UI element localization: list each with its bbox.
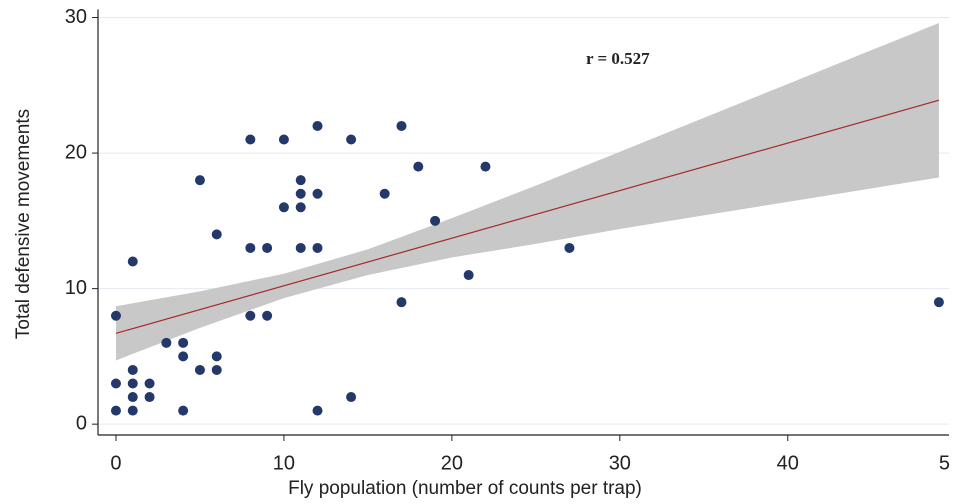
data-point <box>144 392 155 403</box>
confidence-band <box>115 22 939 361</box>
annotation: r = 0.527 <box>586 49 650 68</box>
fit-line <box>115 99 940 334</box>
data-point <box>245 242 256 253</box>
data-point <box>178 405 189 416</box>
data-point <box>161 337 172 348</box>
data-point <box>127 378 138 389</box>
data-point <box>245 310 256 321</box>
data-point <box>245 134 256 145</box>
data-point <box>480 161 491 172</box>
x-tick-label: 20 <box>441 452 463 474</box>
data-point <box>127 392 138 403</box>
y-tick-label: 20 <box>65 141 87 163</box>
y-axis-title: Total defensive movements <box>13 109 34 339</box>
data-point <box>278 202 289 213</box>
data-point <box>211 229 222 240</box>
data-point <box>110 405 121 416</box>
data-point <box>396 120 407 131</box>
data-point <box>127 256 138 267</box>
x-axis-title: Fly population (number of counts per tra… <box>288 478 642 499</box>
data-point <box>413 161 424 172</box>
x-tick-label: 40 <box>777 452 799 474</box>
data-point <box>178 337 189 348</box>
data-point <box>463 270 474 281</box>
data-point <box>312 242 323 253</box>
x-tick-label: 30 <box>609 452 631 474</box>
data-point <box>110 310 121 321</box>
data-point <box>295 188 306 199</box>
data-point <box>379 188 390 199</box>
y-tick-label: 30 <box>65 6 87 28</box>
x-tick-label: 10 <box>273 452 295 474</box>
data-point <box>278 134 289 145</box>
data-point <box>211 364 222 375</box>
data-point <box>194 175 205 186</box>
data-point <box>346 134 357 145</box>
data-point <box>933 297 944 308</box>
data-point <box>127 364 138 375</box>
data-point <box>144 378 155 389</box>
data-point <box>178 351 189 362</box>
x-tick-label: 5 <box>939 452 950 474</box>
data-point <box>262 242 273 253</box>
data-point <box>430 215 441 226</box>
data-point <box>396 297 407 308</box>
data-point <box>564 242 575 253</box>
data-point <box>194 364 205 375</box>
data-point <box>312 120 323 131</box>
data-point <box>127 405 138 416</box>
x-tick-label: 0 <box>110 452 121 474</box>
data-point <box>312 405 323 416</box>
data-point <box>312 188 323 199</box>
data-point <box>211 351 222 362</box>
data-point <box>295 242 306 253</box>
data-point <box>295 175 306 186</box>
data-point <box>346 392 357 403</box>
data-point <box>262 310 273 321</box>
data-point <box>110 378 121 389</box>
y-tick-label: 0 <box>76 412 87 434</box>
y-tick-label: 10 <box>65 277 87 299</box>
data-point <box>295 202 306 213</box>
